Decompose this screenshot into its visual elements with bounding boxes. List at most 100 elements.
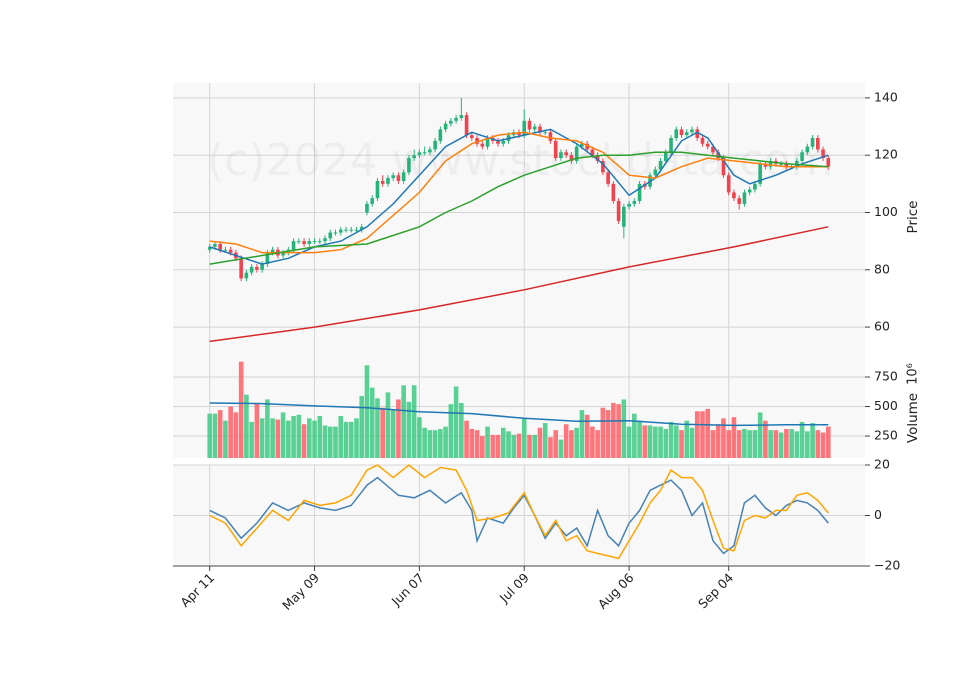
- y-axis-label: Price: [905, 201, 921, 234]
- y-tick-label: 60: [874, 319, 890, 334]
- volume-bar: [726, 430, 731, 458]
- volume-bar: [778, 432, 784, 458]
- volume-bar: [637, 420, 642, 458]
- volume-bar: [443, 426, 448, 458]
- candle-body: [632, 201, 637, 204]
- candle-body: [239, 258, 243, 279]
- volume-bar: [773, 430, 779, 458]
- candle-body: [438, 129, 443, 141]
- volume-bar: [207, 413, 212, 458]
- candle-body: [323, 238, 327, 242]
- candle-body: [464, 115, 469, 136]
- volume-bar: [705, 408, 711, 458]
- y-tick-label: 500: [874, 398, 898, 413]
- x-tick-label: Jul 09: [496, 570, 532, 606]
- volume-bar: [275, 419, 281, 458]
- volume-bar: [574, 427, 579, 458]
- candle-body: [349, 229, 354, 231]
- candle-body: [396, 175, 401, 181]
- volume-bar: [584, 414, 590, 458]
- volume-bar: [259, 418, 265, 458]
- candle-body: [307, 241, 312, 244]
- volume-bar: [532, 434, 538, 458]
- volume-bar: [663, 428, 669, 458]
- candle-body: [470, 135, 474, 139]
- line-series: [209, 226, 829, 343]
- candle-body: [753, 183, 757, 190]
- volume-bar: [396, 399, 401, 458]
- candle-body: [380, 180, 385, 184]
- axis-offset-text: 10⁶: [906, 363, 921, 385]
- y-tick-label: 750: [874, 369, 898, 384]
- volume-bar: [495, 434, 501, 458]
- volume-bar: [406, 401, 412, 458]
- candle-body: [585, 143, 589, 150]
- candle-body: [443, 123, 448, 130]
- candle-body: [695, 129, 700, 139]
- candle-body: [580, 143, 584, 147]
- volume-bar: [422, 427, 427, 458]
- candle-body: [705, 143, 710, 147]
- candle-body: [297, 241, 301, 243]
- candle-body: [732, 192, 736, 199]
- volume-bar: [700, 411, 705, 458]
- candle-body: [747, 189, 752, 193]
- volume-bar: [789, 428, 794, 458]
- volume-bar: [265, 399, 270, 458]
- candle-body: [611, 183, 616, 202]
- volume-bar: [511, 434, 517, 458]
- volume-bar: [784, 428, 789, 458]
- volume-bar: [333, 426, 338, 458]
- volume-bar: [668, 421, 674, 458]
- volume-bar: [527, 434, 532, 458]
- candle-body: [826, 158, 831, 167]
- x-tick-label: May 09: [279, 570, 322, 613]
- candle-body: [674, 129, 679, 139]
- volume-bar: [238, 361, 244, 458]
- candle-body: [658, 160, 663, 170]
- candle-body: [249, 266, 254, 273]
- volume-bar: [228, 406, 233, 458]
- volume-bar: [642, 425, 648, 458]
- y-tick-label: −20: [874, 558, 900, 573]
- candle-body: [370, 198, 375, 204]
- volume-bar: [810, 423, 815, 458]
- volume-bar: [521, 418, 527, 458]
- volume-bar: [747, 430, 752, 458]
- candle-body: [354, 229, 359, 231]
- candle-body: [721, 158, 726, 176]
- volume-bar: [616, 404, 621, 458]
- volume-bar: [485, 426, 490, 458]
- volume-bar: [212, 413, 218, 458]
- candle-body: [270, 249, 275, 253]
- volume-bar: [438, 428, 443, 458]
- candle-body: [569, 155, 574, 161]
- candle-body: [768, 160, 773, 167]
- candle-body: [281, 252, 285, 256]
- volume-bar: [763, 420, 768, 458]
- x-tick-label: Sep 04: [695, 570, 736, 611]
- candle-body: [223, 249, 228, 251]
- candle-body: [559, 152, 563, 159]
- y-tick-label: 0: [874, 507, 882, 522]
- candle-body: [433, 140, 437, 150]
- candle-body: [758, 163, 762, 184]
- volume-bar: [307, 418, 312, 458]
- volume-bar: [474, 430, 480, 458]
- candle-body: [344, 229, 348, 231]
- candle-body: [684, 132, 689, 136]
- candle-body: [485, 138, 490, 147]
- candle-body: [501, 140, 506, 144]
- candle-body: [454, 117, 458, 121]
- volume-bar: [826, 426, 831, 458]
- volume-bar: [621, 399, 627, 458]
- y-tick-label: 80: [874, 261, 890, 276]
- volume-bar: [799, 421, 805, 458]
- volume-bar: [312, 420, 317, 458]
- volume-bar: [427, 430, 433, 458]
- candle-body: [522, 120, 527, 136]
- candle-body: [375, 180, 380, 199]
- volume-bar: [647, 425, 653, 458]
- candle-body: [601, 160, 605, 173]
